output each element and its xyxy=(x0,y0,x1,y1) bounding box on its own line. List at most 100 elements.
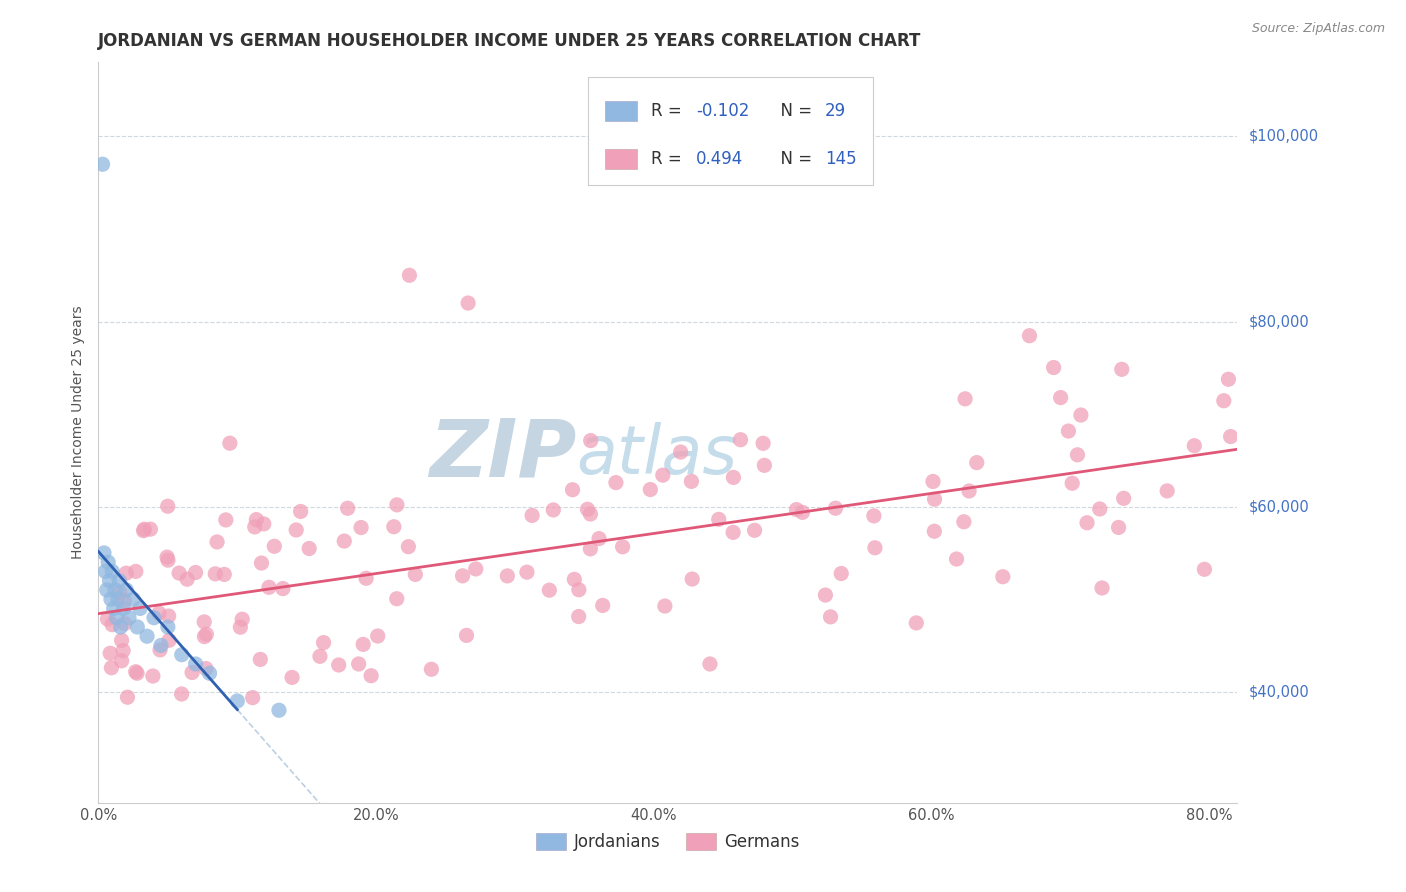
Point xyxy=(352,637,374,651)
Point xyxy=(924,492,946,507)
Point xyxy=(651,468,673,483)
Point xyxy=(1156,483,1178,498)
Point xyxy=(93,546,115,560)
Point xyxy=(170,648,193,662)
Point xyxy=(134,522,156,536)
Point xyxy=(457,296,479,310)
Point xyxy=(398,268,420,283)
Point xyxy=(707,512,730,526)
Point xyxy=(699,657,721,671)
Point xyxy=(91,157,114,171)
Point xyxy=(184,566,207,580)
Point xyxy=(730,433,752,447)
Point xyxy=(824,501,846,516)
Point xyxy=(249,652,271,666)
Text: 145: 145 xyxy=(825,150,856,168)
Point xyxy=(568,582,591,597)
Point xyxy=(96,582,118,597)
Point xyxy=(243,520,266,534)
Point xyxy=(669,445,692,459)
Point xyxy=(156,550,179,565)
Point xyxy=(226,694,249,708)
Text: ZIP: ZIP xyxy=(429,416,576,494)
Text: R =: R = xyxy=(651,102,686,120)
Point xyxy=(156,620,179,634)
Point xyxy=(681,572,703,586)
Point xyxy=(108,574,131,588)
Point xyxy=(214,567,236,582)
Text: $60,000: $60,000 xyxy=(1249,500,1309,514)
Point xyxy=(107,592,129,607)
Legend: Jordanians, Germans: Jordanians, Germans xyxy=(529,826,807,857)
Point xyxy=(520,508,543,523)
Point xyxy=(336,501,359,516)
Point xyxy=(193,615,215,629)
Point xyxy=(654,599,676,613)
Point xyxy=(204,566,226,581)
Point xyxy=(250,556,273,570)
Point xyxy=(263,539,285,553)
Point xyxy=(156,553,179,567)
Point xyxy=(1076,516,1098,530)
Point xyxy=(328,657,350,672)
Point xyxy=(198,666,221,681)
Point xyxy=(350,520,373,534)
Point xyxy=(167,566,190,580)
Point xyxy=(110,620,132,634)
Point xyxy=(1219,429,1241,443)
Y-axis label: Householder Income Under 25 years: Householder Income Under 25 years xyxy=(72,306,86,559)
Point xyxy=(94,565,117,579)
Point xyxy=(157,609,180,624)
Point xyxy=(830,566,852,581)
Point xyxy=(312,635,335,649)
Point xyxy=(1062,476,1084,491)
Point xyxy=(792,505,814,519)
Point xyxy=(125,665,148,679)
Point xyxy=(814,588,837,602)
Point xyxy=(149,639,172,653)
Point xyxy=(820,610,842,624)
Point xyxy=(723,470,745,484)
Point xyxy=(105,610,128,624)
Point xyxy=(1091,581,1114,595)
Point xyxy=(354,571,377,585)
Point xyxy=(579,434,602,448)
Point xyxy=(496,569,519,583)
Point xyxy=(115,566,138,581)
Point xyxy=(136,629,159,643)
Point xyxy=(754,458,776,473)
Point xyxy=(253,516,276,531)
Point xyxy=(157,633,180,648)
Point xyxy=(592,599,614,613)
Point xyxy=(125,565,148,579)
Point xyxy=(385,591,408,606)
Point xyxy=(957,483,980,498)
Point xyxy=(98,574,121,588)
Point xyxy=(1057,424,1080,438)
Point xyxy=(115,582,138,597)
Point xyxy=(568,609,591,624)
Point xyxy=(100,661,122,675)
Point xyxy=(451,569,474,583)
Point xyxy=(215,513,238,527)
Text: $40,000: $40,000 xyxy=(1249,684,1309,699)
Point xyxy=(117,690,139,705)
Point xyxy=(103,601,125,615)
Point xyxy=(108,586,131,600)
Point xyxy=(132,524,155,538)
Point xyxy=(181,665,204,680)
Point xyxy=(382,520,405,534)
Point xyxy=(863,508,886,523)
Text: atlas: atlas xyxy=(576,422,738,488)
Point xyxy=(1111,362,1133,376)
Point xyxy=(1049,391,1071,405)
Point xyxy=(129,601,152,615)
Point xyxy=(1194,562,1216,576)
Text: Source: ZipAtlas.com: Source: ZipAtlas.com xyxy=(1251,22,1385,36)
Point xyxy=(605,475,627,490)
Point xyxy=(612,540,634,554)
Point xyxy=(588,532,610,546)
Text: $80,000: $80,000 xyxy=(1249,314,1309,329)
Point xyxy=(245,513,267,527)
Point xyxy=(1108,520,1130,534)
